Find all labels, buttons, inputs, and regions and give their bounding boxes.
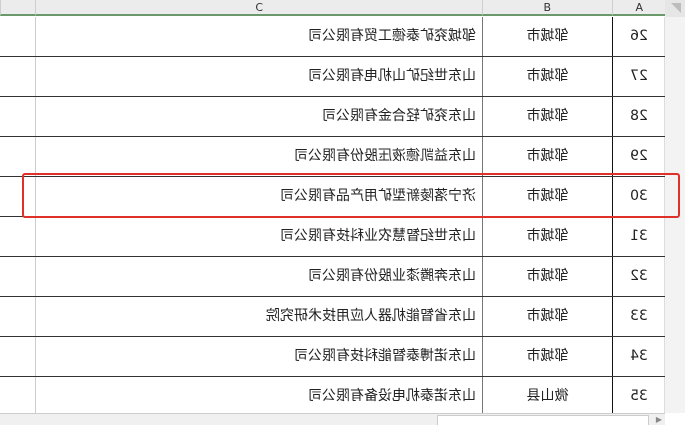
table-row: 31 邹城市 山东世纪智慧农业科技有限公司 (0, 217, 665, 257)
select-all-corner[interactable] (665, 0, 685, 17)
cell-b[interactable]: 微山县 (482, 377, 612, 416)
cell-b[interactable]: 邹城市 (482, 57, 612, 96)
cell-d[interactable] (0, 337, 35, 376)
horizontal-scrollbar[interactable]: ◀ (0, 413, 665, 425)
cell-b[interactable]: 邹城市 (482, 337, 612, 376)
table-row: 35 微山县 山东诺泰机电设备有限公司 (0, 377, 665, 417)
cell-d[interactable] (0, 97, 35, 136)
cell-c[interactable]: 山东益凯德液压股份有限公司 (35, 137, 482, 176)
cell-c[interactable]: 邹城兖矿泰德工贸有限公司 (35, 17, 482, 56)
cell-d[interactable] (0, 217, 35, 256)
cell-c[interactable]: 山东诺泰机电设备有限公司 (35, 377, 482, 416)
cell-d[interactable] (0, 137, 35, 176)
highlight-box (22, 173, 680, 218)
cell-a[interactable]: 35 (612, 377, 665, 416)
cell-a[interactable]: 32 (612, 257, 665, 296)
scroll-left-arrow-icon[interactable]: ◀ (655, 415, 662, 424)
cell-c[interactable]: 山东诺博泰智能科技有限公司 (35, 337, 482, 376)
cell-a[interactable]: 29 (612, 137, 665, 176)
cell-b[interactable]: 邹城市 (482, 17, 612, 56)
cell-a[interactable]: 33 (612, 297, 665, 336)
table-row: 33 邹城市 山东省智能机器人应用技术研究院 (0, 297, 665, 337)
cell-b[interactable]: 邹城市 (482, 137, 612, 176)
cell-a[interactable]: 28 (612, 97, 665, 136)
column-label: A (635, 1, 643, 14)
column-header-b[interactable]: B (482, 0, 612, 16)
cell-d[interactable] (0, 297, 35, 336)
column-header-d[interactable] (0, 0, 35, 16)
cell-c[interactable]: 山东奔腾漆业股份有限公司 (35, 257, 482, 296)
cell-b[interactable]: 邹城市 (482, 217, 612, 256)
cell-c[interactable]: 山东兖矿轻合金有限公司 (35, 97, 482, 136)
cell-b[interactable]: 邹城市 (482, 257, 612, 296)
column-header-a[interactable]: A (612, 0, 665, 16)
table-row: 34 邹城市 山东诺博泰智能科技有限公司 (0, 337, 665, 377)
cell-d[interactable] (0, 17, 35, 56)
table-row: 28 邹城市 山东兖矿轻合金有限公司 (0, 97, 665, 137)
cell-d[interactable] (0, 377, 35, 416)
table-row: 32 邹城市 山东奔腾漆业股份有限公司 (0, 257, 665, 297)
cell-c[interactable]: 山东省智能机器人应用技术研究院 (35, 297, 482, 336)
cell-a[interactable]: 31 (612, 217, 665, 256)
column-label: B (543, 1, 552, 14)
cell-b[interactable]: 邹城市 (482, 297, 612, 336)
table-row: 26 邹城市 邹城兖矿泰德工贸有限公司 (0, 17, 665, 57)
cell-a[interactable]: 34 (612, 337, 665, 376)
cell-d[interactable] (0, 257, 35, 296)
table-row: 27 邹城市 山东世纪矿山机电有限公司 (0, 57, 665, 97)
scrollbar-thumb[interactable] (437, 415, 649, 425)
column-label: C (255, 1, 263, 14)
column-header-c[interactable]: C (35, 0, 482, 16)
cell-b[interactable]: 邹城市 (482, 97, 612, 136)
cell-a[interactable]: 26 (612, 17, 665, 56)
cell-c[interactable]: 山东世纪智慧农业科技有限公司 (35, 217, 482, 256)
cell-c[interactable]: 山东世纪矿山机电有限公司 (35, 57, 482, 96)
cell-a[interactable]: 27 (612, 57, 665, 96)
table-row: 29 邹城市 山东益凯德液压股份有限公司 (0, 137, 665, 177)
cell-d[interactable] (0, 57, 35, 96)
